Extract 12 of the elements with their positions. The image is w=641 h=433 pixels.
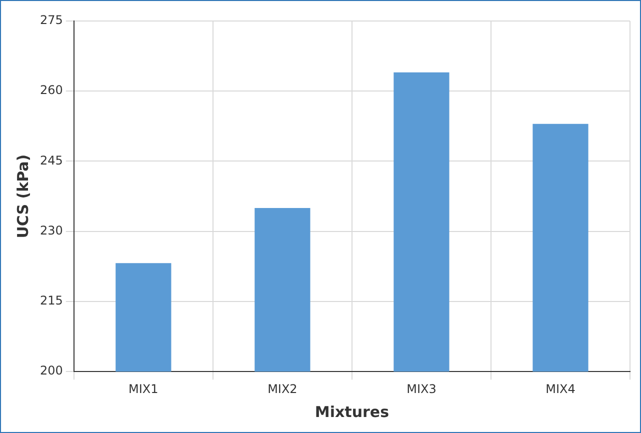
x-tick-label: MIX3	[406, 382, 436, 396]
x-tick-label: MIX4	[546, 382, 576, 396]
y-tick-label: 275	[40, 13, 63, 28]
y-tick-label: 200	[40, 364, 63, 378]
y-tick-label: 245	[40, 153, 63, 168]
y-tick-label: 230	[40, 223, 63, 238]
x-tick-label: MIX1	[128, 382, 158, 396]
x-tick-label: MIX2	[268, 382, 298, 396]
y-tick-label: 260	[40, 83, 63, 98]
y-tick-label: 215	[40, 294, 63, 308]
y-axis-title: UCS (kPa)	[14, 154, 32, 238]
x-axis-title: Mixtures	[314, 402, 390, 421]
